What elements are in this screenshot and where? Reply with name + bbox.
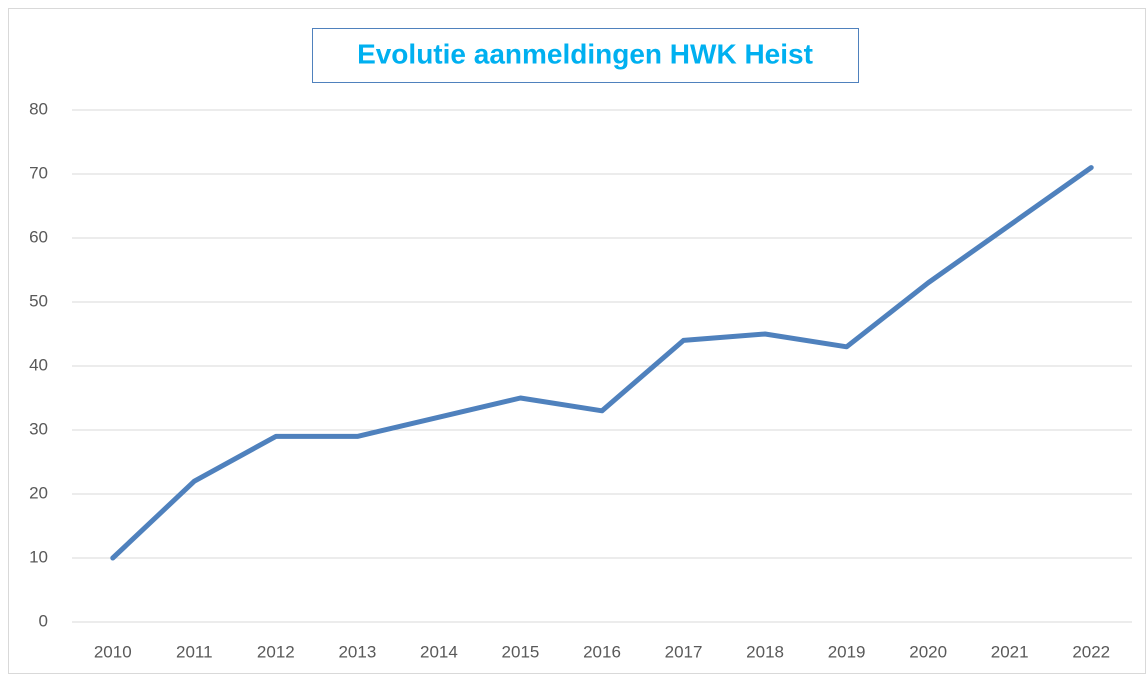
x-tick-label: 2012 xyxy=(257,642,295,661)
x-tick-label: 2020 xyxy=(909,642,947,661)
y-tick-label: 40 xyxy=(29,355,48,374)
line xyxy=(110,165,1094,561)
y-tick-label: 20 xyxy=(29,483,48,502)
title-box xyxy=(312,28,859,83)
x-tick-label: 2016 xyxy=(583,642,621,661)
x-tick-label: 2011 xyxy=(176,642,213,661)
y-tick-label: 30 xyxy=(29,419,48,438)
x-tick-label: 2013 xyxy=(338,642,376,661)
x-tick-label: 2019 xyxy=(828,642,866,661)
x-tick-label: 2017 xyxy=(665,642,703,661)
chart-title: Evolutie aanmeldingen HWK Heist xyxy=(357,38,813,69)
x-tick-label: 2022 xyxy=(1072,642,1110,661)
x-tick-label: 2018 xyxy=(746,642,784,661)
y-tick-label: 0 xyxy=(39,611,48,630)
y-tick-label: 70 xyxy=(29,163,48,182)
x-tick-label: 2014 xyxy=(420,642,458,661)
y-tick-label: 10 xyxy=(29,547,48,566)
y-tick-label: 80 xyxy=(29,99,48,118)
x-tick-label: 2021 xyxy=(991,642,1029,661)
x-tick-label: 2010 xyxy=(94,642,132,661)
y-tick-label: 60 xyxy=(29,227,48,246)
y-tick-label: 50 xyxy=(29,291,48,310)
x-tick-label: 2015 xyxy=(502,642,540,661)
chart-border xyxy=(8,8,1146,674)
